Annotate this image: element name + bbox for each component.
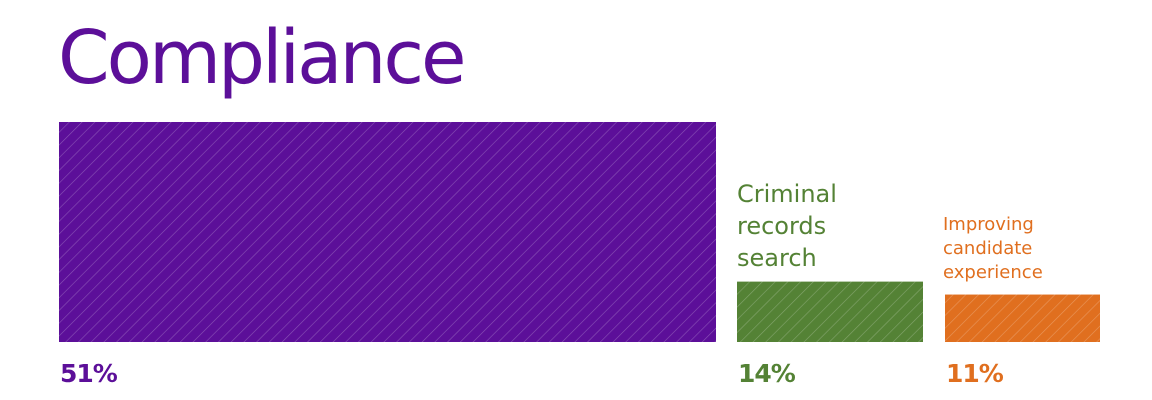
category-label-criminal-line-2: records bbox=[737, 212, 826, 240]
value-label-improving: 11% bbox=[946, 359, 1004, 388]
value-label-criminal: 14% bbox=[738, 359, 796, 388]
category-label-improving-line-2: candidate bbox=[943, 238, 1032, 259]
bar-criminal-records-search-hatch bbox=[737, 281, 923, 342]
bars-group bbox=[59, 122, 1100, 342]
bar-compliance-hatch bbox=[59, 122, 716, 342]
category-label-improving-line-3: experience bbox=[943, 262, 1043, 283]
category-label-improving-line-1: Improving bbox=[943, 214, 1034, 235]
value-label-compliance: 51% bbox=[60, 359, 118, 388]
category-label-compliance: Compliance bbox=[58, 15, 464, 101]
category-label-criminal-line-1: Criminal bbox=[737, 180, 837, 208]
category-label-criminal-line-3: search bbox=[737, 244, 817, 272]
bar-improving-candidate-experience-hatch bbox=[945, 294, 1100, 342]
